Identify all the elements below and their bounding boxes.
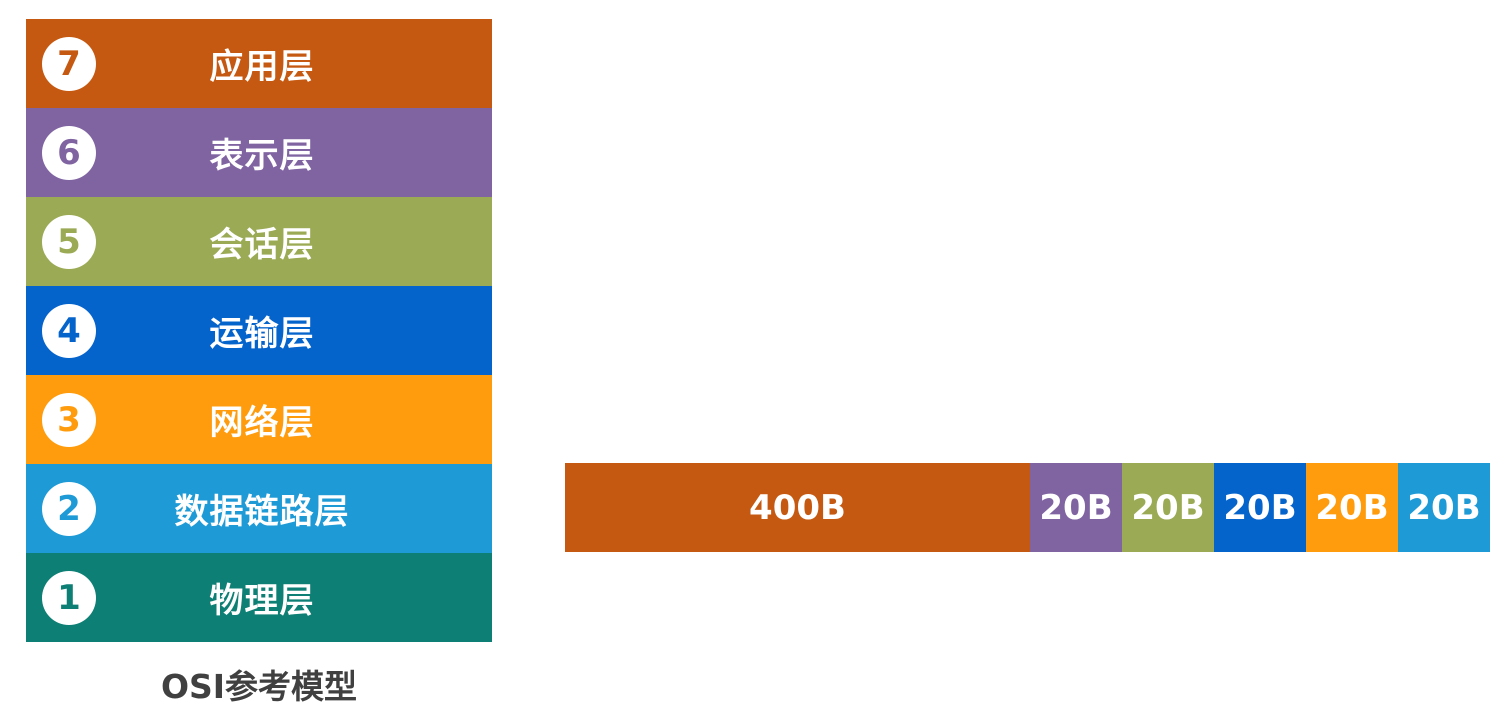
layer-physical: 1 物理层 [26,553,492,642]
layer-number-badge: 7 [42,36,96,91]
layer-label: 会话层 [209,225,315,265]
packet-segment-header: 20B [1030,463,1122,552]
layer-label: 网络层 [209,403,315,443]
layer-number-badge: 3 [42,392,96,447]
layer-label: 运输层 [209,314,315,354]
packet-segment-header: 20B [1214,463,1306,552]
layer-label: 应用层 [209,47,315,87]
layer-network: 3 网络层 [26,375,492,464]
layer-label: 数据链路层 [174,492,350,532]
layer-application: 7 应用层 [26,19,492,108]
layer-label: 表示层 [209,136,315,176]
layer-presentation: 6 表示层 [26,108,492,197]
layer-label: 物理层 [209,581,315,621]
packet-segment-header: 20B [1306,463,1398,552]
layer-session: 5 会话层 [26,197,492,286]
packet-segment-data: 400B [565,463,1030,552]
diagram-caption: OSI参考模型 [160,667,358,706]
layer-number-badge: 5 [42,214,96,269]
layer-number-badge: 6 [42,125,96,180]
packet-segment-header: 20B [1398,463,1490,552]
packet-segment-header: 20B [1122,463,1214,552]
layer-number-badge: 2 [42,481,96,536]
osi-layer-stack: 7 应用层 6 表示层 5 会话层 4 运输层 3 网络层 2 数据链路层 1 … [26,19,492,642]
layer-transport: 4 运输层 [26,286,492,375]
packet-bar: 400B 20B 20B 20B 20B 20B [565,463,1490,552]
layer-number-badge: 4 [42,303,96,358]
layer-data-link: 2 数据链路层 [26,464,492,553]
layer-number-badge: 1 [42,570,96,625]
